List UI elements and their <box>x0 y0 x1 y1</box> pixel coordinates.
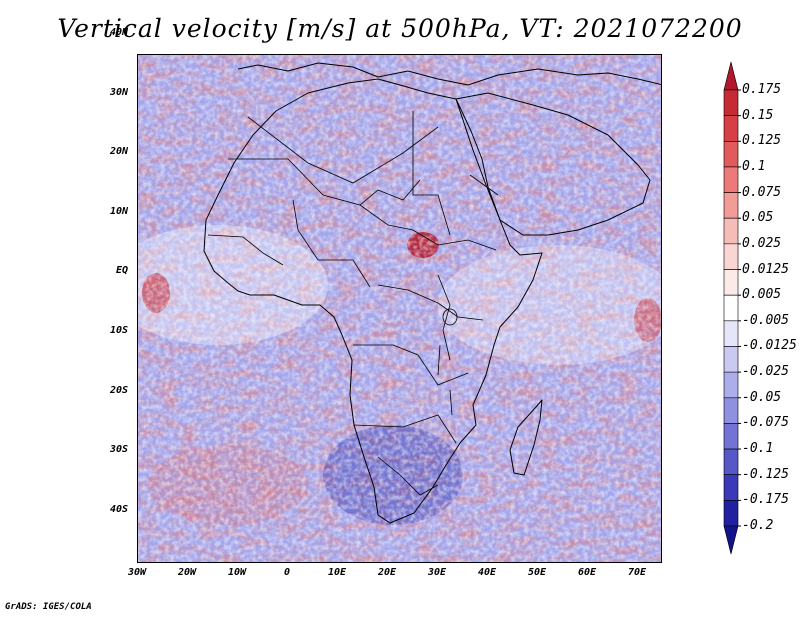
grads-credit: GrADS: IGES/COLA <box>5 602 92 612</box>
border <box>207 234 284 266</box>
lon-tick-label: 60E <box>577 567 597 578</box>
lat-tick-label: 20S <box>109 385 128 396</box>
colorbar-label: -0.2 <box>742 518 774 533</box>
country-borders <box>207 111 499 496</box>
border <box>247 116 439 184</box>
colorbar-label: 0.075 <box>742 184 782 200</box>
europe-coastline <box>237 62 661 86</box>
colorbar-label: -0.125 <box>742 466 789 482</box>
lon-tick-label: 10E <box>327 567 347 578</box>
border <box>353 414 457 444</box>
lon-tick-label: 40E <box>477 567 497 578</box>
lat-tick-label: EQ <box>115 265 128 276</box>
border <box>292 199 371 288</box>
colorbar-segment <box>723 115 739 142</box>
lon-tick-label: 70E <box>627 567 647 578</box>
colorbar-segment <box>723 500 739 527</box>
lat-tick-label: 20N <box>109 146 128 157</box>
colorbar-label: 0.005 <box>742 287 782 303</box>
colorbar-segment <box>723 448 739 476</box>
colorbar-segment <box>723 89 739 116</box>
fine-scale-noise <box>138 55 661 562</box>
border <box>377 456 439 496</box>
colorbar-segment <box>723 474 739 501</box>
colorbar-label: 0.0125 <box>742 261 789 277</box>
colorbar-segment <box>723 166 739 193</box>
colorbar-label: -0.1 <box>742 441 774 457</box>
colorbar-segment <box>723 192 739 219</box>
lake-tanganyika <box>437 344 441 376</box>
colorbar-label: 0.05 <box>742 210 774 226</box>
lat-tick-label: 10N <box>109 206 128 217</box>
lon-tick-label: 30W <box>127 567 147 578</box>
lake-victoria <box>442 308 458 326</box>
lake-malawi <box>449 389 453 416</box>
colorbar-label: 0.15 <box>742 107 774 123</box>
chart-title: Vertical velocity [m/s] at 500hPa, VT: 2… <box>57 14 743 43</box>
colorbar-label: -0.005 <box>742 312 789 328</box>
lon-tick-label: 0 <box>283 567 291 578</box>
colorbar-label: 0.125 <box>742 133 782 149</box>
lon-tick-label: 50E <box>527 567 547 578</box>
colorbar-label: -0.075 <box>742 415 789 431</box>
lon-tick-label: 20E <box>377 567 397 578</box>
lat-tick-label: 40N <box>109 27 128 38</box>
colorbar-segment <box>723 397 739 424</box>
lon-tick-label: 10W <box>227 567 247 578</box>
map-panel <box>137 54 662 563</box>
colorbar-segment <box>723 140 739 168</box>
lat-tick-label: 10S <box>109 325 128 336</box>
colorbar-segment <box>723 346 739 373</box>
border <box>469 174 499 196</box>
colorbar-segment <box>723 371 739 399</box>
colorbar-segment <box>723 294 739 322</box>
madagascar-coastline <box>509 399 543 476</box>
colorbar-segment <box>723 320 739 347</box>
lat-tick-label: 30N <box>109 87 128 98</box>
colorbar-label: -0.05 <box>742 389 782 405</box>
colorbar-label: 0.175 <box>742 82 782 97</box>
border <box>353 344 469 386</box>
colorbar-bottom-arrow <box>723 525 739 555</box>
colorbar-label: 0.025 <box>742 235 782 251</box>
colorbar-segment <box>723 217 739 245</box>
border <box>437 274 451 361</box>
colorbar-label: -0.0125 <box>742 338 797 354</box>
colorbar-label: -0.175 <box>742 492 789 508</box>
colorbar-segment <box>723 243 739 270</box>
border <box>412 111 451 236</box>
lon-tick-label: 20W <box>177 567 197 578</box>
lakes <box>437 308 458 416</box>
lon-tick-label: 30E <box>427 567 447 578</box>
colorbar-segment <box>723 423 739 450</box>
velocity-field-map <box>138 55 661 562</box>
colorbar-label: -0.025 <box>742 364 789 380</box>
lat-tick-label: 40S <box>109 504 128 515</box>
colorbar-top-arrow <box>723 61 739 91</box>
colorbar-label: 0.1 <box>742 158 766 174</box>
coastlines <box>203 62 661 524</box>
arabian-peninsula-coastline <box>455 92 651 236</box>
border <box>359 204 497 251</box>
lat-tick-label: 30S <box>109 444 128 455</box>
colorbar-segment <box>723 269 739 296</box>
border <box>377 284 484 321</box>
